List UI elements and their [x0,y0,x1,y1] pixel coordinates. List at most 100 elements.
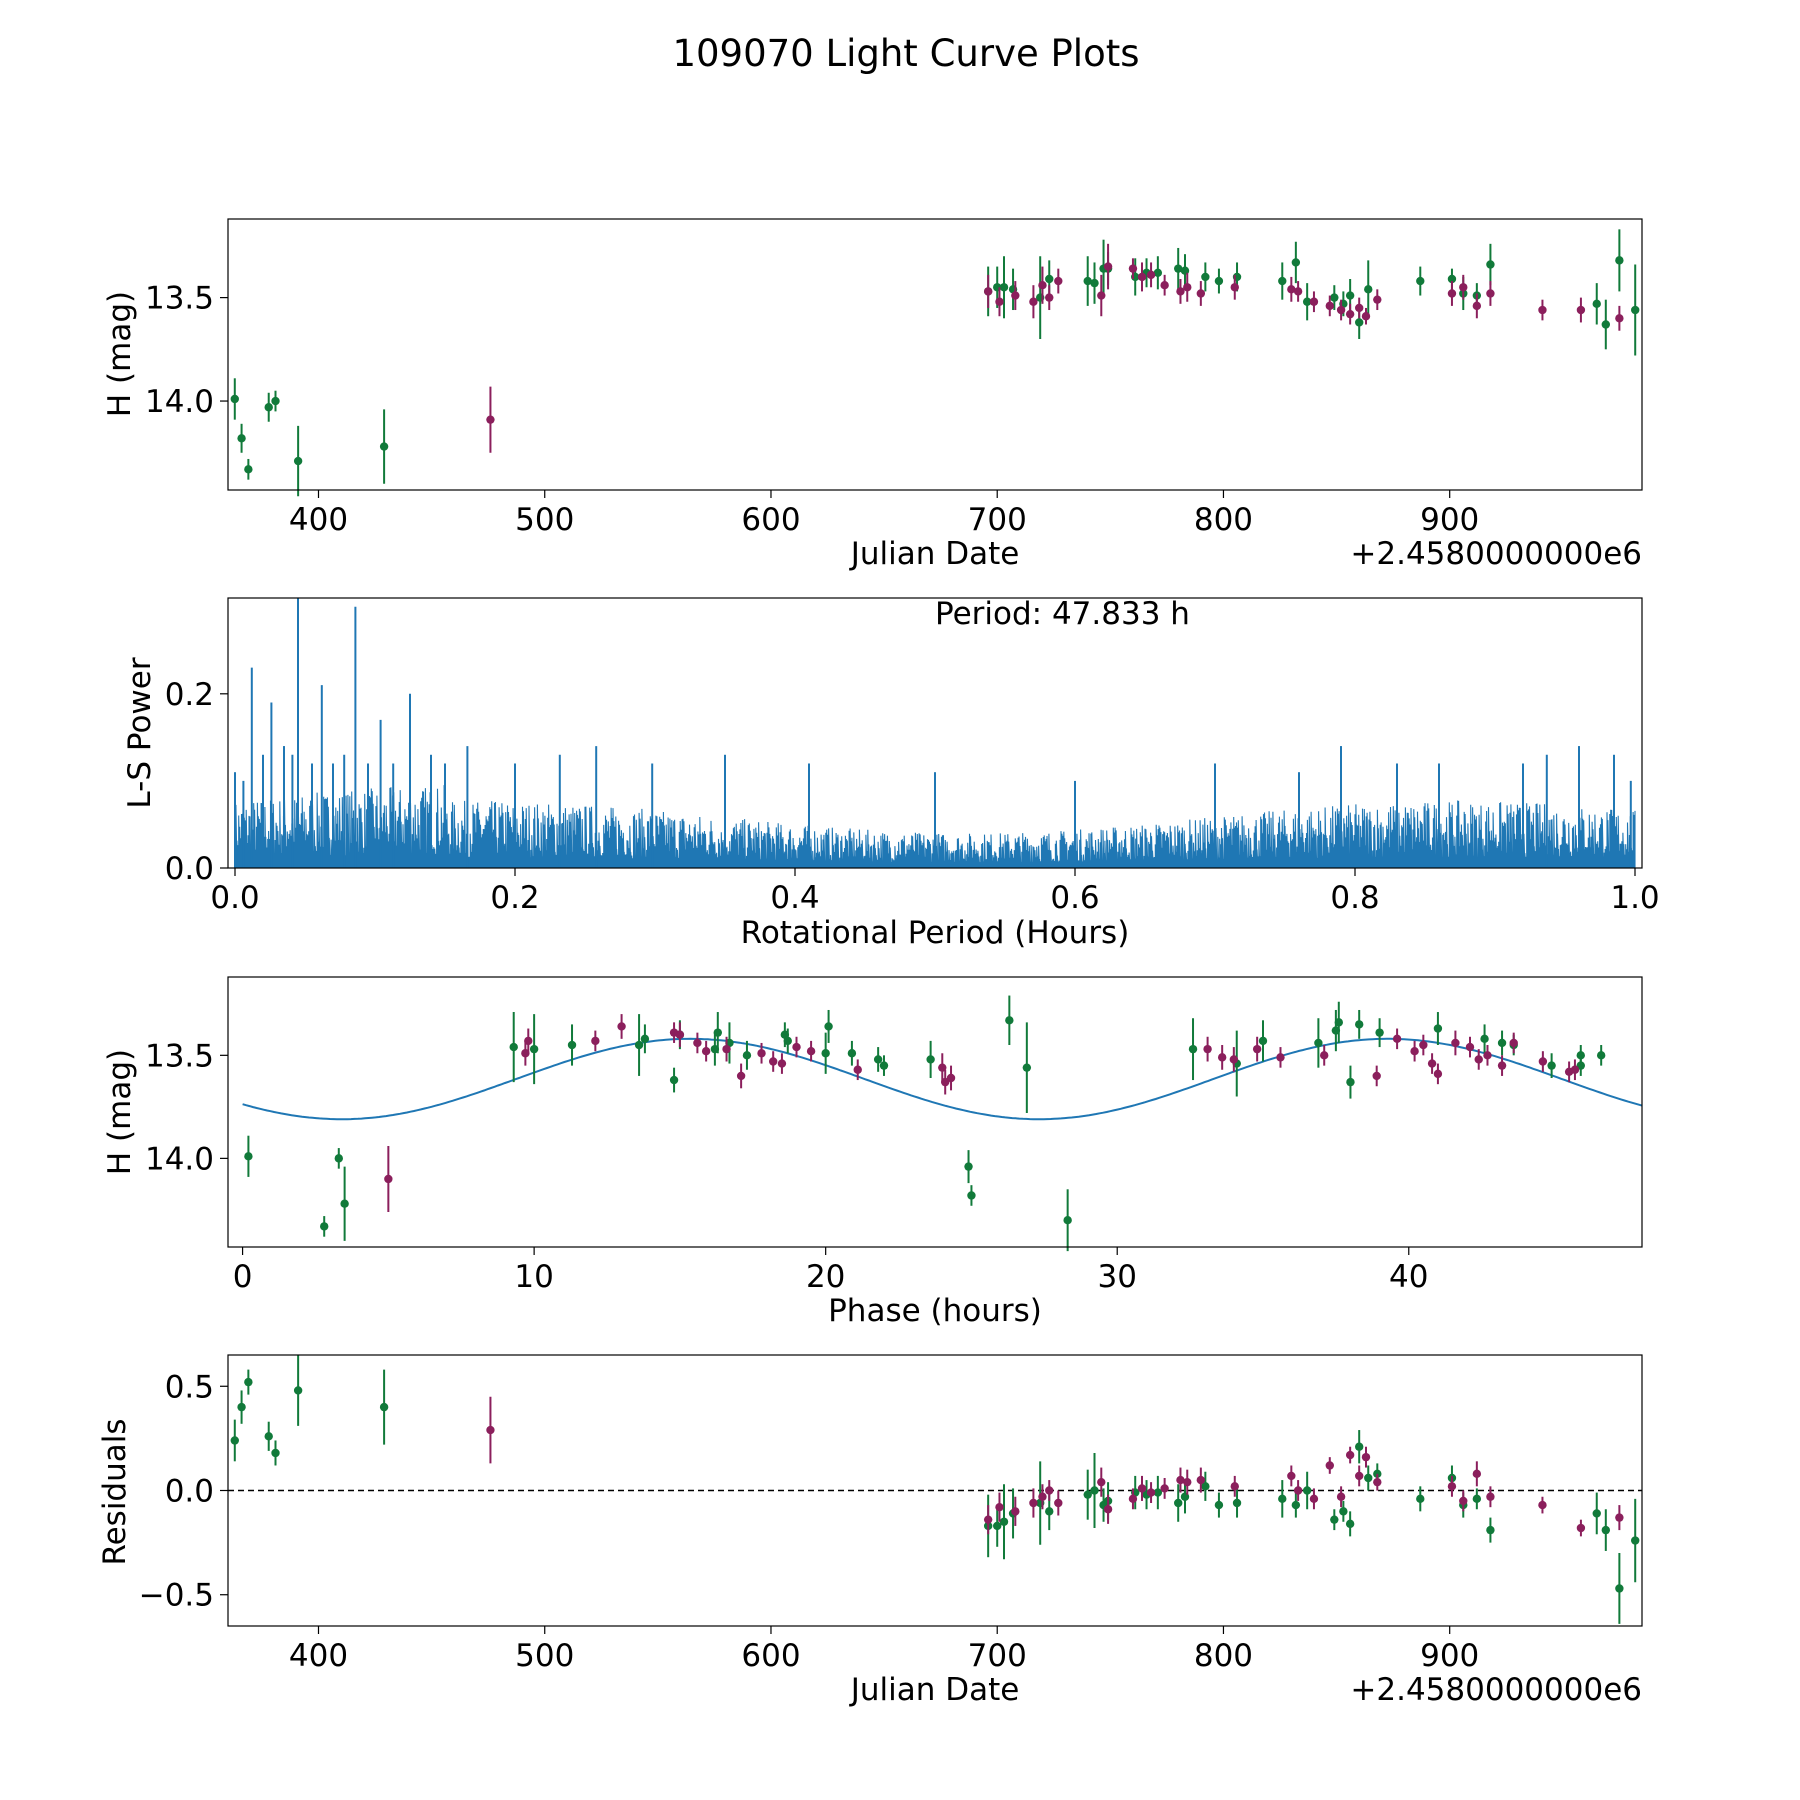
xtick-label: 30 [1097,1259,1136,1295]
xtick-label: 500 [515,502,574,538]
green-point [567,1040,577,1050]
green-point [1355,1442,1364,1451]
purple-point [792,1042,801,1052]
xtick-label: 600 [741,502,800,538]
green-point [379,1402,389,1412]
purple-point [675,1030,685,1039]
purple-point [1176,287,1185,296]
purple-point [1160,280,1169,290]
xtick-label: 800 [1194,502,1253,538]
purple-point [1137,272,1147,282]
xtick-label: 0.6 [1050,880,1099,916]
green-point [1214,276,1224,286]
purple-point [1447,289,1457,298]
green-point [237,1402,246,1412]
purple-point [1230,283,1239,292]
green-point [1592,1509,1601,1518]
purple-point [1183,283,1192,292]
green-point [824,1022,833,1031]
lightcurve-ticks: 400 500 600 700 800 900 14.0 13.5 [145,281,1479,538]
green-point [1153,268,1163,277]
model-curve [242,1037,1643,1121]
green-point [1615,256,1624,265]
purple-point [617,1022,626,1031]
purple-point [1447,1482,1457,1491]
green-point [264,1432,273,1441]
purple-point [995,297,1004,306]
green-point [1330,293,1339,302]
purple-point [1372,1071,1381,1081]
purple-point [1103,1505,1113,1514]
phased-frame [227,976,1643,1248]
green-point [1375,1028,1384,1037]
green-point [1083,276,1092,286]
panel-phased: 0 10 20 30 40 14.0 13.5 Phase (hours) H (mag) [102,976,1643,1329]
xtick-label: 0.2 [490,880,539,916]
green-point [999,283,1009,292]
green-point [1486,1525,1495,1535]
green-point [873,1055,883,1064]
green-point [1022,1063,1032,1072]
purple-point [806,1046,816,1056]
green-point [509,1042,518,1052]
green-point [1045,274,1054,284]
green-point [1045,1507,1054,1516]
purple-point [736,1071,746,1081]
purple-point [722,1044,731,1054]
green-point [244,1152,253,1161]
green-point [669,1075,679,1085]
residuals-ylabel: Residuals [97,1418,133,1565]
purple-point [1486,289,1495,298]
green-point [1355,1020,1364,1029]
green-point [1291,258,1301,267]
purple-point [1293,287,1303,296]
green-point [271,1448,280,1458]
green-point [1631,1536,1640,1545]
purple-point [1486,1492,1495,1501]
purple-point [1196,1475,1206,1485]
green-point [1339,1507,1348,1516]
purple-point [768,1057,778,1066]
purple-point [1011,1507,1020,1516]
green-point [1355,318,1364,327]
green-point [1314,1038,1323,1048]
purple-point [1459,283,1468,292]
green-point [1601,320,1611,329]
purple-point [1570,1065,1580,1074]
green-point [1005,1016,1014,1025]
purple-point [1103,262,1113,271]
purple-point [486,415,495,424]
green-point [1364,1473,1373,1483]
purple-point [1176,1475,1185,1485]
green-point [1174,1498,1183,1508]
purple-point [1427,1059,1437,1068]
purple-point [1029,297,1038,306]
purple-point [1196,289,1206,298]
purple-point [1538,1500,1547,1510]
green-point [1480,1034,1489,1044]
phased-marks [242,995,1643,1252]
ytick-label: 0.0 [165,851,214,887]
purple-point [1229,1055,1239,1064]
green-point [1174,264,1183,273]
xtick-label: 400 [289,1638,348,1674]
green-point [634,1040,644,1050]
purple-point [384,1174,393,1184]
green-point [529,1044,539,1054]
ytick-label: 13.5 [145,281,214,317]
green-point [1188,1044,1198,1054]
purple-point [591,1036,600,1046]
purple-point [1320,1051,1329,1060]
purple-point [1361,312,1371,321]
green-point [1346,1077,1355,1087]
xtick-label: 1.0 [1610,880,1659,916]
green-point [1278,276,1287,286]
green-point [967,1191,976,1200]
xtick-label: 10 [514,1259,553,1295]
purple-point [1054,276,1063,286]
green-point [1447,274,1457,284]
green-point [1302,297,1312,306]
purple-point [1419,1040,1428,1050]
purple-point [1325,301,1334,311]
purple-point [1054,1498,1063,1508]
